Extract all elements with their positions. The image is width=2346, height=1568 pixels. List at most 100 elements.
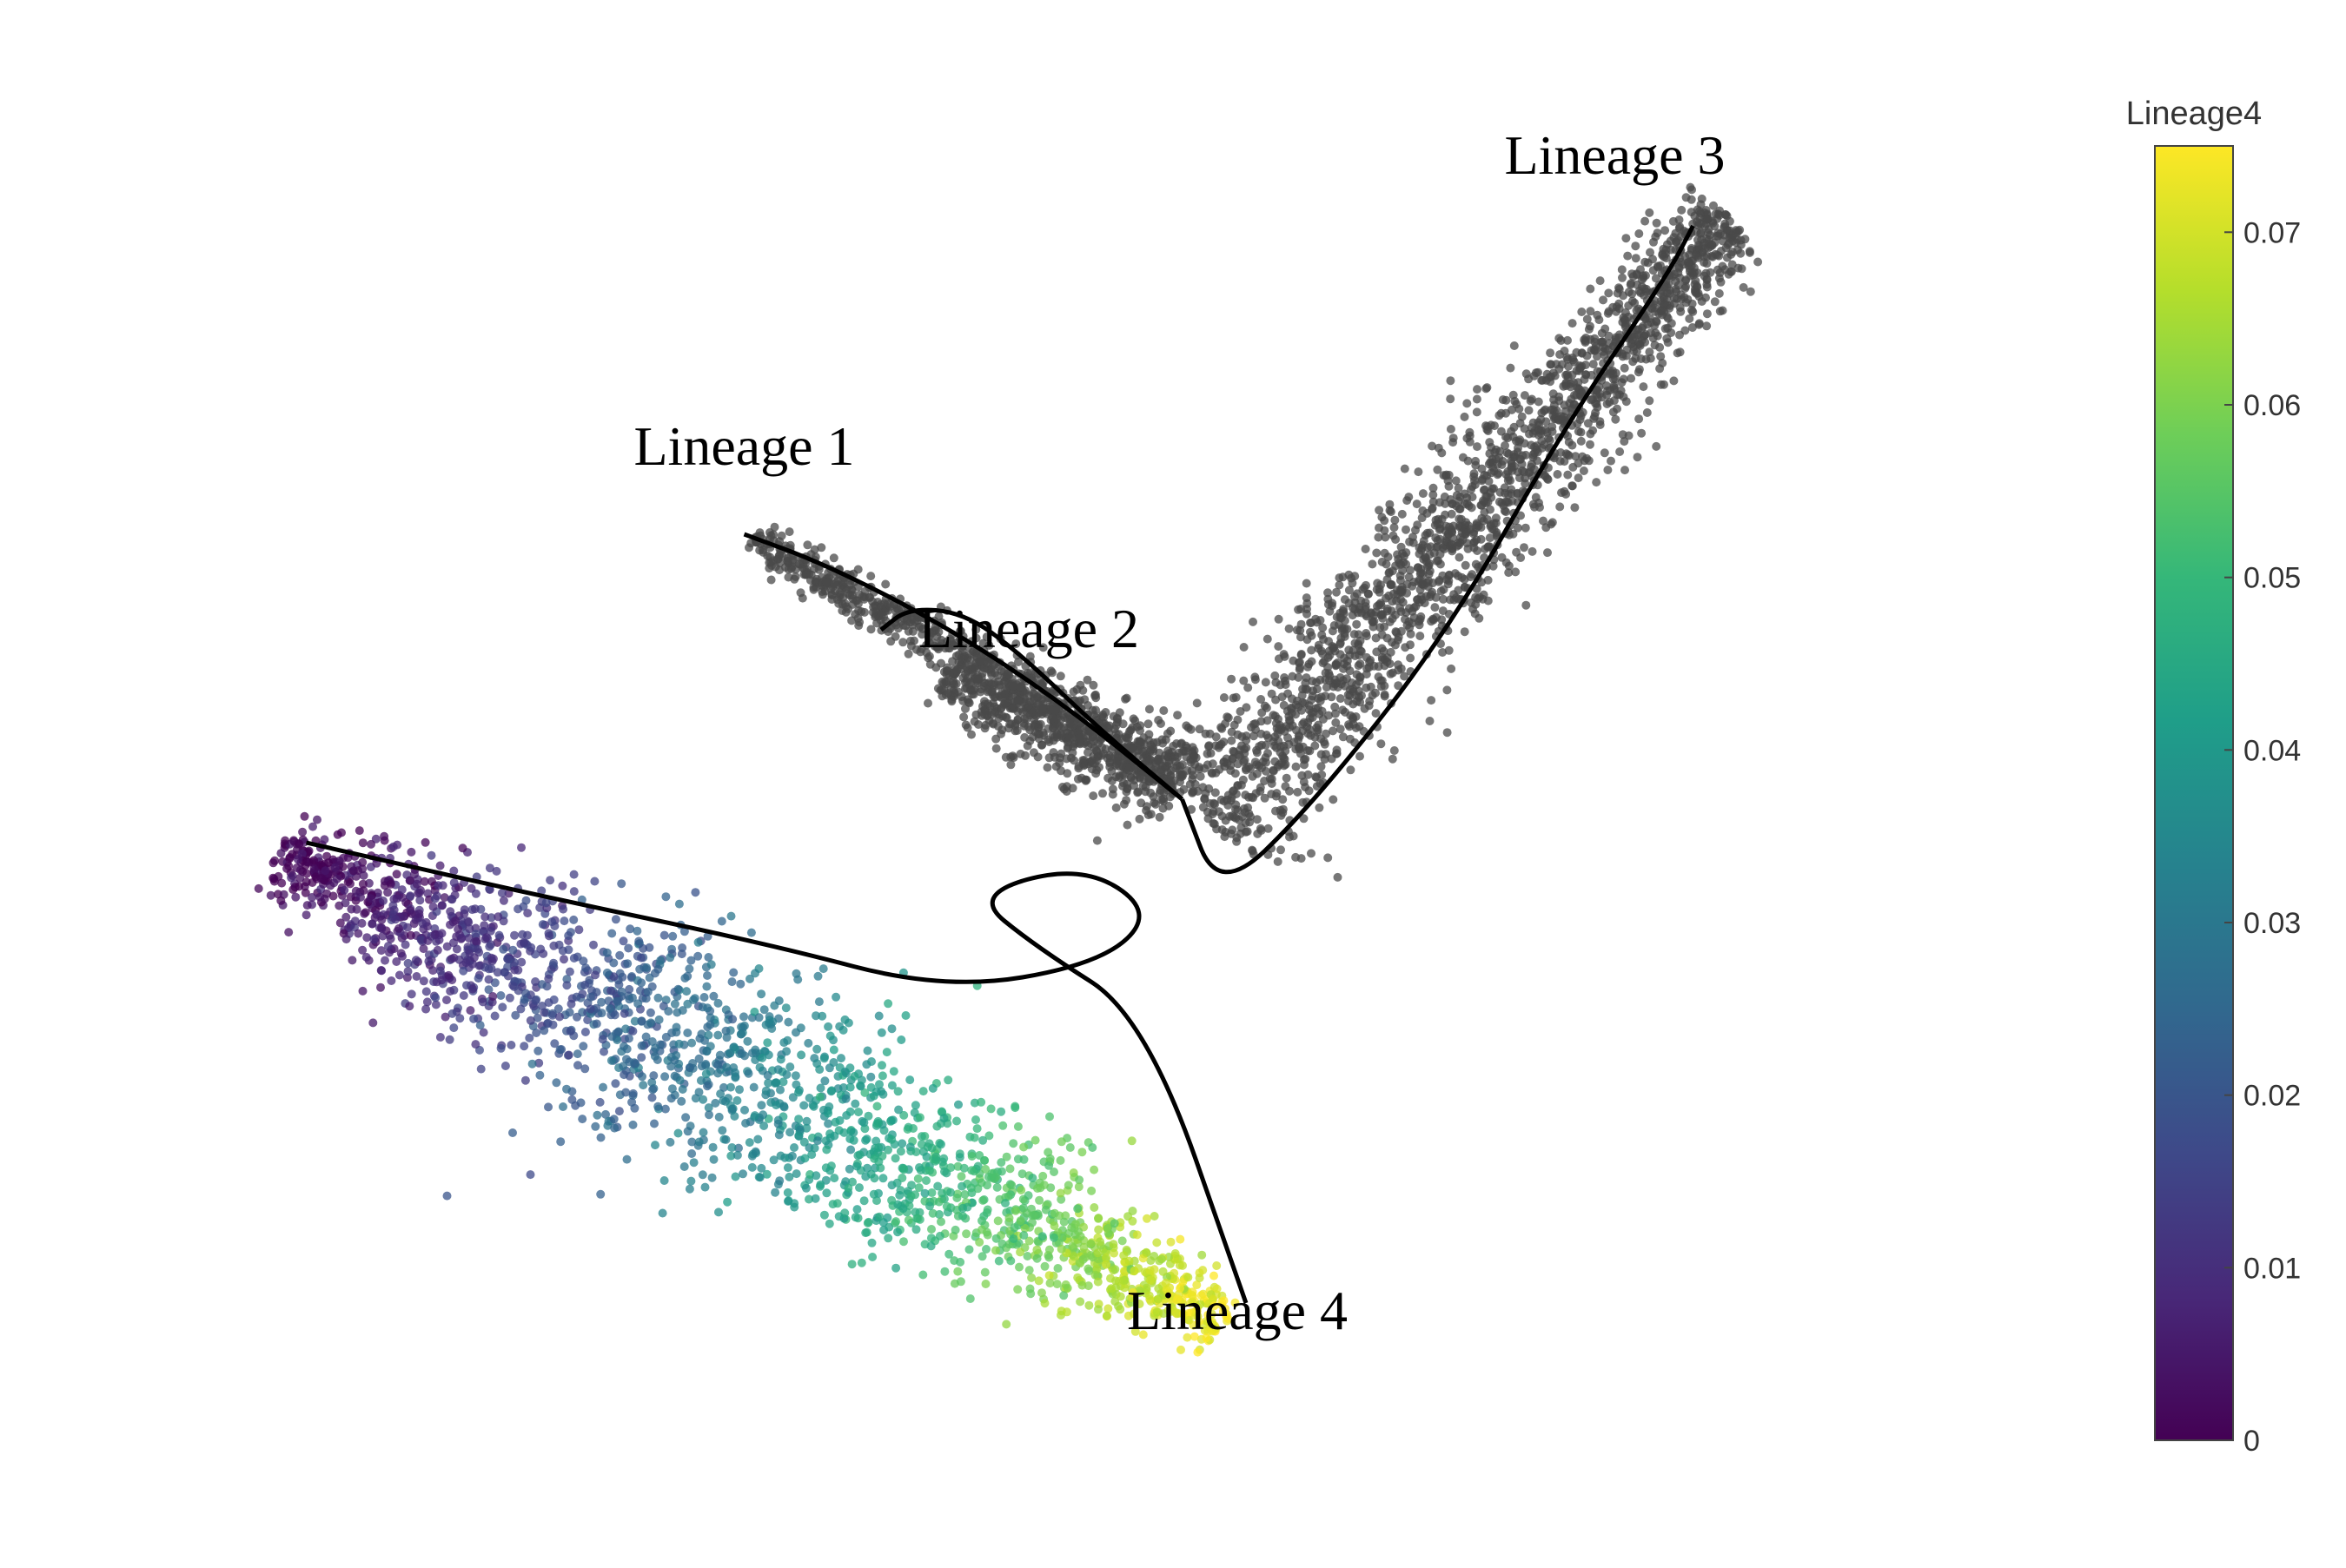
scatter-point [1446,394,1455,404]
scatter-point [1017,683,1025,692]
scatter-point [1674,215,1684,224]
scatter-point [1302,579,1311,588]
scatter-point [1229,720,1239,730]
scatter-point [1323,588,1333,598]
scatter-point [377,924,387,933]
scatter-point [1304,701,1314,711]
scatter-point [442,996,451,1005]
scatter-point [1076,1297,1085,1307]
scatter-point [834,1212,844,1221]
scatter-point [1713,231,1723,241]
scatter-point [980,1155,989,1165]
scatter-point [1002,1320,1011,1329]
scatter-point [560,955,568,964]
scatter-point [1428,503,1437,513]
scatter-point [1154,754,1163,764]
scatter-point [1422,592,1431,601]
scatter-point [553,1004,563,1014]
scatter-point [1520,543,1528,552]
scatter-point [1014,697,1023,706]
scatter-point [1448,433,1458,443]
scatter-point [1307,849,1315,858]
scatter-point [1563,335,1572,345]
scatter-point [1433,542,1442,552]
scatter-point [891,632,900,641]
scatter-point [1294,605,1303,614]
scatter-point [759,1110,768,1120]
scatter-point [891,1263,901,1273]
scatter-point [703,971,712,980]
scatter-point [637,978,646,988]
scatter-point [1256,824,1265,833]
scatter-point [514,986,523,996]
scatter-point [1623,251,1633,261]
scatter-point [817,543,826,552]
scatter-point [420,877,429,886]
scatter-point [746,928,756,937]
scatter-point [1082,775,1091,784]
scatter-point [1048,668,1057,678]
scatter-point [1380,622,1388,632]
scatter-point [776,1055,785,1064]
scatter-point [1386,669,1395,678]
scatter-point [1375,600,1384,609]
scatter-point [1212,1261,1222,1270]
scatter-point [1508,529,1518,539]
scatter-point [1256,729,1266,738]
scatter-point [867,1238,877,1247]
scatter-point [1355,672,1365,682]
scatter-point [1470,609,1480,619]
scatter-point [391,915,401,924]
scatter-point [1284,624,1294,633]
scatter-point [1282,773,1291,783]
scatter-point [1556,448,1566,457]
scatter-point [1006,752,1016,762]
scatter-point [975,657,984,666]
scatter-point [1057,1137,1066,1147]
scatter-point [592,1019,601,1029]
scatter-point [866,572,876,581]
scatter-point [1036,719,1045,729]
scatter-point [1151,799,1160,809]
scatter-point [480,921,489,930]
scatter-point [1586,440,1594,449]
scatter-point [580,1028,590,1036]
scatter-point [997,1107,1006,1116]
scatter-point [433,945,442,955]
scatter-point [1662,240,1672,249]
scatter-point [991,734,1001,744]
scatter-point [1242,703,1251,712]
scatter-point [1577,308,1587,316]
scatter-point [967,730,976,739]
scatter-point [1287,705,1296,714]
scatter-point [863,1163,872,1173]
scatter-point [1528,546,1537,556]
scatter-point [1087,1186,1097,1195]
scatter-point [1084,748,1092,758]
scatter-point [1257,740,1266,750]
scatter-point [723,1197,732,1207]
scatter-point [1228,811,1237,821]
scatter-point [1366,682,1375,691]
scatter-point [932,632,942,641]
scatter-point [401,940,410,949]
scatter-point [790,1143,799,1152]
scatter-point [292,863,302,872]
scatter-point [911,1101,920,1110]
scatter-point [685,964,694,974]
scatter-point [1352,619,1362,629]
scatter-point [1460,412,1469,421]
scatter-point [1348,579,1357,588]
scatter-point [1472,394,1481,404]
scatter-point [1631,241,1640,251]
scatter-point [1471,460,1481,470]
scatter-point [1111,721,1121,731]
scatter-point [1103,773,1113,783]
scatter-point [1048,713,1057,723]
scatter-point [1273,857,1282,866]
scatter-point [514,965,523,975]
scatter-point [1662,334,1672,343]
scatter-point [905,636,915,645]
scatter-point [1660,380,1668,389]
scatter-point [831,1117,840,1127]
